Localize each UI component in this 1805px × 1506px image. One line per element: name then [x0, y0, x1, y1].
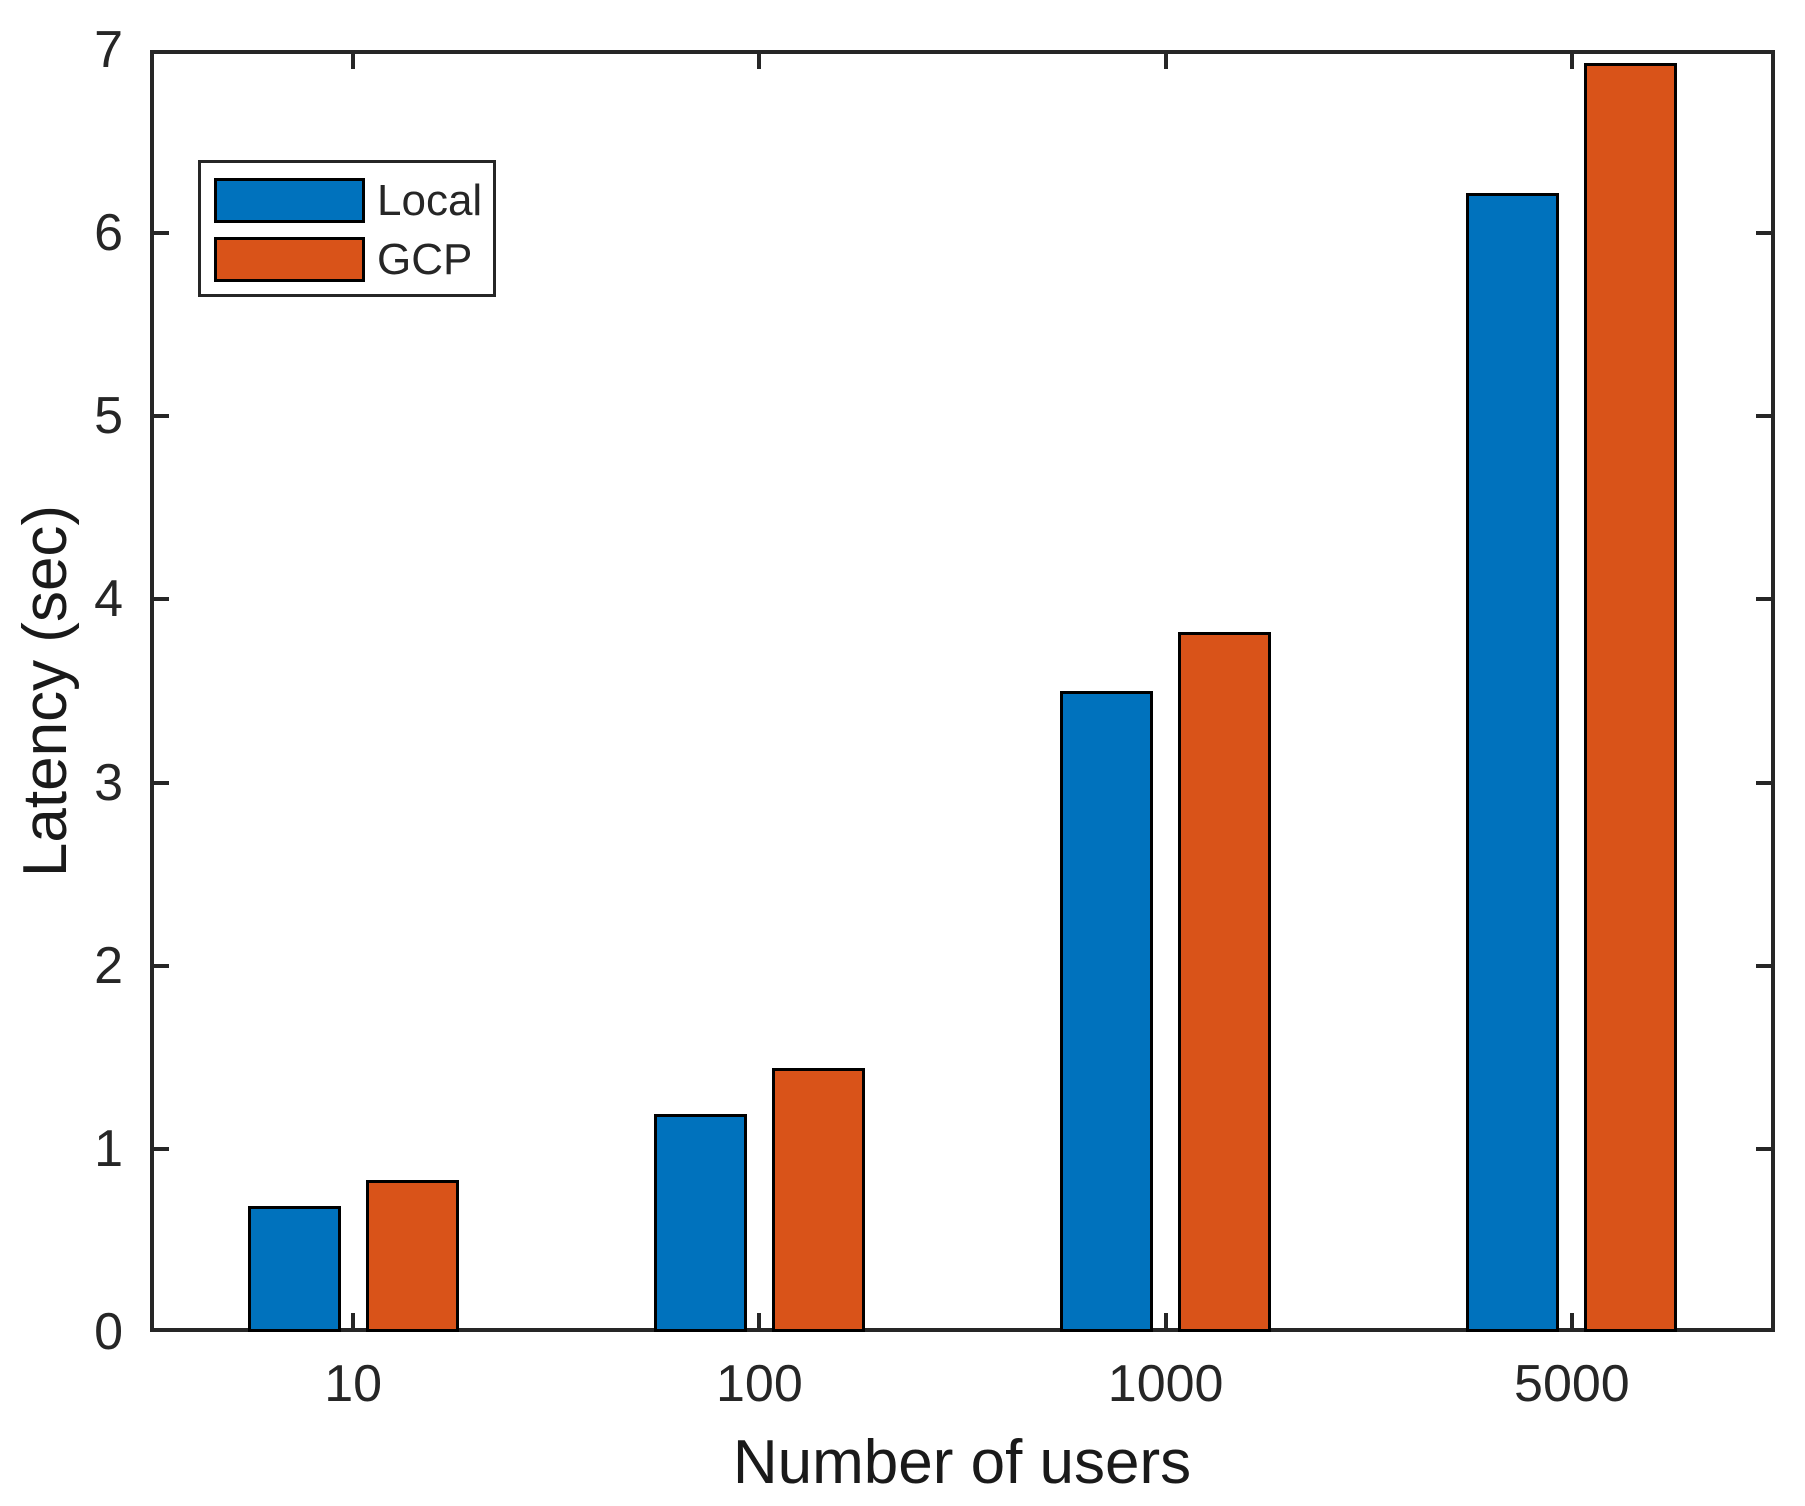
- bar-local-10: [247, 1206, 341, 1332]
- x-tick-mark-top-5000: [1569, 54, 1574, 69]
- x-tick-label-1000: 1000: [1107, 1355, 1224, 1413]
- x-tick-label-10: 10: [324, 1355, 383, 1413]
- y-tick-mark-right-6: [1756, 231, 1771, 236]
- bar-gcp-10: [365, 1180, 459, 1332]
- y-tick-mark-right-3: [1756, 780, 1771, 785]
- legend-swatch-gcp: [214, 237, 365, 282]
- y-tick-label-1: 1: [94, 1119, 123, 1178]
- bar-gcp-100: [771, 1068, 865, 1332]
- bar-gcp-5000: [1584, 63, 1678, 1332]
- legend-item-gcp: GCP: [214, 237, 480, 282]
- x-tick-mark-top-1000: [1163, 54, 1168, 69]
- y-tick-mark-left-6: [154, 231, 169, 236]
- x-tick-mark-bottom-100: [757, 1313, 762, 1328]
- legend-label-local: Local: [377, 175, 483, 225]
- y-tick-mark-left-5: [154, 414, 169, 419]
- y-tick-label-3: 3: [94, 753, 123, 812]
- y-tick-label-5: 5: [94, 387, 123, 446]
- y-tick-label-2: 2: [94, 936, 123, 995]
- y-tick-mark-right-5: [1756, 414, 1771, 419]
- x-axis-label: Number of users: [732, 1428, 1192, 1497]
- y-tick-label-7: 7: [94, 21, 123, 79]
- bar-local-1000: [1060, 691, 1154, 1332]
- y-tick-label-0: 0: [94, 1303, 123, 1361]
- y-axis-label: Latency (sec): [11, 504, 80, 878]
- x-tick-label-5000: 5000: [1514, 1355, 1630, 1413]
- bar-local-100: [653, 1114, 747, 1332]
- x-tick-label-100: 100: [715, 1355, 803, 1413]
- x-tick-mark-bottom-10: [351, 1313, 356, 1328]
- x-tick-mark-bottom-1000: [1163, 1313, 1168, 1328]
- y-tick-mark-right-4: [1756, 597, 1771, 602]
- y-tick-mark-left-3: [154, 780, 169, 785]
- legend-label-gcp: GCP: [377, 234, 473, 284]
- y-tick-label-6: 6: [94, 204, 123, 263]
- y-tick-mark-left-2: [154, 963, 169, 968]
- y-tick-mark-right-1: [1756, 1146, 1771, 1151]
- y-tick-mark-left-4: [154, 597, 169, 602]
- bar-gcp-1000: [1178, 632, 1272, 1332]
- y-tick-mark-left-1: [154, 1146, 169, 1151]
- legend-item-local: Local: [214, 175, 483, 225]
- x-tick-mark-bottom-5000: [1569, 1313, 1574, 1328]
- x-tick-mark-top-100: [757, 54, 762, 69]
- legend: Local GCP: [198, 160, 496, 297]
- bar-local-5000: [1466, 193, 1560, 1332]
- y-tick-label-4: 4: [94, 570, 123, 629]
- legend-swatch-local: [214, 178, 365, 223]
- x-tick-mark-top-10: [351, 54, 356, 69]
- plot-area: [150, 50, 1775, 1332]
- y-tick-mark-right-2: [1756, 963, 1771, 968]
